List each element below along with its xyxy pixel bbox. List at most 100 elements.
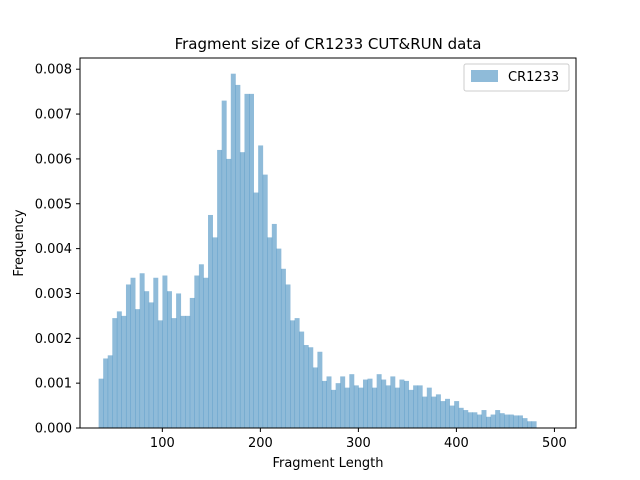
histogram-bar [208, 214, 213, 428]
histogram-bar [144, 291, 150, 428]
histogram-bar [239, 152, 245, 428]
histogram-bar [417, 385, 423, 428]
x-tick-label: 200 [248, 436, 273, 451]
x-axis-label: Fragment Length [272, 456, 383, 471]
histogram-bar [139, 273, 145, 428]
histogram-bar [340, 376, 346, 428]
histogram-bar [404, 380, 409, 428]
histogram-bar [221, 100, 227, 429]
histogram-bar [157, 320, 163, 428]
histogram-bar [367, 378, 373, 428]
histogram-bar [331, 389, 337, 428]
histogram-bar [103, 358, 109, 428]
histogram-bar [335, 383, 341, 428]
histogram-bar [399, 379, 405, 428]
y-tick-label: 0.002 [35, 332, 72, 347]
histogram-bar [353, 385, 359, 428]
histogram-bar [445, 398, 450, 428]
x-tick-label: 500 [542, 436, 567, 451]
histogram-bar [198, 264, 204, 428]
histogram-bar [125, 284, 131, 428]
histogram-bar [299, 331, 305, 428]
histogram-bar [381, 379, 387, 428]
histogram-bar [454, 401, 460, 428]
histogram-bar [285, 284, 291, 428]
plot-frame [79, 57, 577, 429]
y-tick-label: 0.006 [35, 152, 72, 167]
histogram-bar [531, 421, 537, 428]
histogram-bar [203, 277, 209, 428]
histogram-bar [276, 248, 282, 428]
histogram-bar [194, 275, 200, 428]
histogram-bar [385, 385, 391, 428]
histogram-bar [527, 421, 533, 428]
x-tick-label: 400 [444, 436, 469, 451]
histogram-bar [349, 374, 355, 428]
histogram-bar [517, 415, 523, 428]
y-tick-label: 0.004 [35, 242, 72, 257]
legend-swatch [471, 70, 498, 82]
histogram-bar [226, 158, 232, 428]
histogram-bar [422, 396, 428, 428]
histogram-bar [440, 401, 446, 428]
histogram-bar [171, 318, 177, 428]
y-tick-label: 0.001 [35, 377, 72, 392]
histogram-bar [508, 414, 514, 428]
histogram-bar [413, 385, 419, 428]
histogram-bar [376, 374, 382, 428]
legend-label: CR1233 [508, 70, 559, 85]
chart-title: Fragment size of CR1233 CUT&RUN data [175, 35, 482, 53]
histogram-bar [431, 396, 437, 428]
histogram-bar [235, 84, 241, 428]
histogram-bar [153, 277, 159, 428]
histogram-bar [258, 145, 264, 428]
histogram-bar [167, 291, 172, 428]
histogram-bar [180, 315, 186, 428]
histogram-bar [107, 355, 113, 428]
histogram-bar [230, 73, 236, 428]
histogram-bar [116, 311, 122, 428]
histogram-bar [267, 237, 273, 428]
histogram-bar [321, 380, 327, 428]
x-tick-label: 300 [346, 436, 371, 451]
histogram-bar [522, 418, 528, 428]
histogram-bar [472, 412, 478, 428]
histogram-bar [358, 387, 364, 428]
histogram-bar [135, 309, 141, 428]
histogram-bar [486, 416, 492, 428]
histogram-bar [426, 387, 432, 428]
histogram-bar [463, 410, 469, 428]
legend: CR1233 [463, 63, 570, 92]
histogram-bar [98, 378, 104, 428]
histogram-bar [217, 149, 223, 428]
histogram-bar [262, 174, 268, 428]
histogram-bar [290, 320, 296, 428]
histogram-bar [481, 410, 487, 428]
histogram-bar [280, 268, 286, 428]
histogram-bar [504, 414, 510, 428]
histogram-bar [148, 302, 154, 428]
histogram-bar [308, 347, 314, 428]
histogram-bar [394, 387, 400, 428]
histogram-bar [513, 415, 519, 428]
histogram-bar [458, 407, 464, 428]
histogram-bar [390, 376, 396, 428]
histogram-bar [499, 413, 505, 428]
histogram-bar [189, 297, 195, 428]
histogram-bar [317, 351, 323, 428]
histogram-bar [162, 275, 168, 428]
histogram-bar [344, 387, 350, 428]
histogram-bar [121, 315, 127, 428]
histogram-bar [303, 345, 309, 428]
histogram-bar [372, 387, 378, 428]
histogram-bar [476, 414, 482, 428]
histogram-bar [185, 315, 191, 428]
histogram-bar [449, 405, 455, 428]
y-tick-label: 0.005 [35, 197, 72, 212]
histogram-bar [112, 318, 118, 428]
histogram-bar [435, 394, 441, 428]
y-axis: 0.000 0.001 0.002 0.003 0.004 0.005 0.006 0.007… [35, 63, 80, 437]
histogram-bar [312, 367, 318, 428]
y-tick-label: 0.000 [35, 422, 72, 437]
